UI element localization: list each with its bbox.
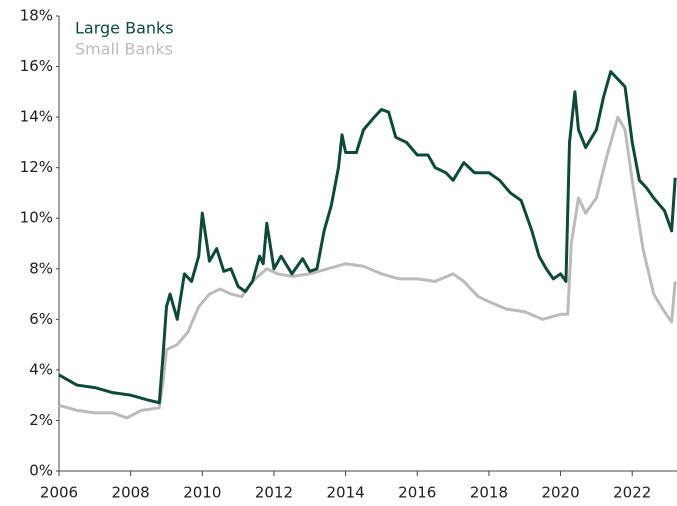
- x-tick-label: 2012: [255, 484, 293, 502]
- x-tick-label: 2020: [541, 484, 579, 502]
- y-tick-label: 10%: [20, 209, 53, 227]
- y-tick-label: 0%: [29, 462, 53, 480]
- y-tick-label: 14%: [20, 108, 53, 126]
- x-tick-label: 2022: [613, 484, 651, 502]
- y-tick-label: 2%: [29, 411, 53, 429]
- y-tick-label: 16%: [20, 57, 53, 75]
- x-tick-label: 2010: [183, 484, 221, 502]
- y-tick-label: 8%: [29, 259, 53, 277]
- y-tick-label: 6%: [29, 310, 53, 328]
- y-tick-label: 18%: [20, 7, 53, 25]
- line-series: [58, 70, 677, 405]
- legend-entry: Large Banks: [75, 19, 174, 38]
- x-tick-label: 2018: [470, 484, 508, 502]
- legend-entry: Small Banks: [75, 40, 173, 59]
- x-tick-label: 2008: [112, 484, 150, 502]
- y-tick-label: 12%: [20, 158, 53, 176]
- y-tick-label: 4%: [29, 360, 53, 378]
- line-series: [58, 115, 677, 420]
- x-tick-label: 2016: [398, 484, 436, 502]
- x-tick-label: 2014: [327, 484, 365, 502]
- x-tick-label: 2006: [40, 484, 78, 502]
